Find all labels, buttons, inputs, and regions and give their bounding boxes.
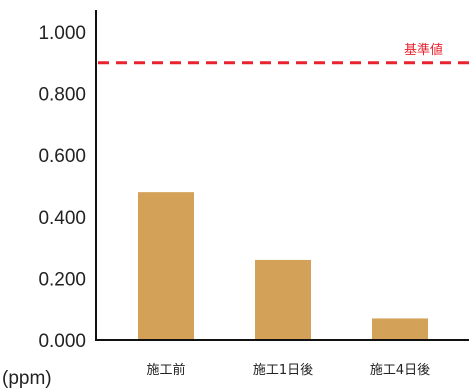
bar: [372, 318, 428, 340]
x-category-label: 施工4日後: [370, 363, 430, 378]
bars: [138, 192, 428, 340]
x-category-labels: 施工前 施工1日後 施工4日後: [146, 362, 430, 378]
y-tick-labels: 0.000 0.200 0.400 0.600 0.800 1.000: [38, 23, 86, 352]
bar: [255, 259, 311, 340]
y-tick-label: 0.800: [38, 85, 86, 106]
y-tick-label: 1.000: [38, 23, 86, 44]
x-category-label: 施工1日後: [253, 363, 313, 378]
y-tick-label: 0.400: [38, 208, 86, 229]
y-tick-label: 0.000: [38, 331, 86, 352]
y-tick-label: 0.200: [38, 269, 86, 290]
bar: [138, 192, 194, 340]
y-axis-unit-label: (ppm): [2, 368, 52, 389]
reference-line-label: 基準値: [404, 42, 443, 58]
y-tick-label: 0.600: [38, 146, 86, 167]
x-category-label: 施工前: [146, 362, 185, 378]
